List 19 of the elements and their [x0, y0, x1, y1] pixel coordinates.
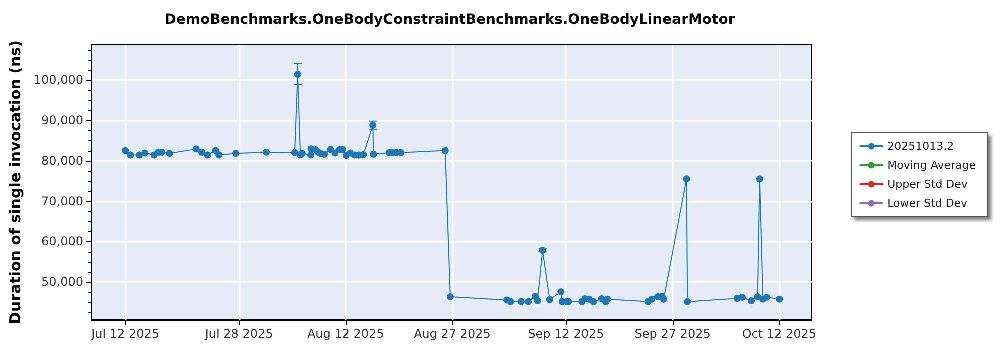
x-tick-label: Oct 12 2025: [742, 327, 817, 341]
x-tick-label: Sep 12 2025: [528, 327, 604, 341]
x-tick-label: Jul 12 2025: [90, 327, 160, 341]
y-tick-label: 70,000: [42, 194, 84, 208]
x-tick-label: Aug 12 2025: [307, 327, 384, 341]
y-axis-title: Duration of single invocation (ns): [6, 40, 24, 324]
y-tick-label: 90,000: [42, 114, 84, 128]
legend-label: Upper Std Dev: [888, 178, 968, 191]
x-tick-label: Sep 27 2025: [634, 327, 711, 341]
y-tick-label: 100,000: [34, 73, 84, 88]
y-tick-label: 60,000: [42, 234, 84, 249]
x-tick-label: Aug 27 2025: [414, 327, 491, 341]
x-tick-label: Jul 28 2025: [204, 327, 274, 341]
y-tick-label: 80,000: [42, 154, 84, 168]
legend-label: Moving Average: [888, 159, 976, 172]
y-tick-label: 50,000: [42, 275, 84, 290]
chart-title: DemoBenchmarks.OneBodyConstraintBenchmarks.OneBodyLinearMotor: [164, 12, 736, 28]
legend-label: 20251013.2: [888, 140, 954, 153]
legend-label: Lower Std Dev: [888, 197, 968, 210]
